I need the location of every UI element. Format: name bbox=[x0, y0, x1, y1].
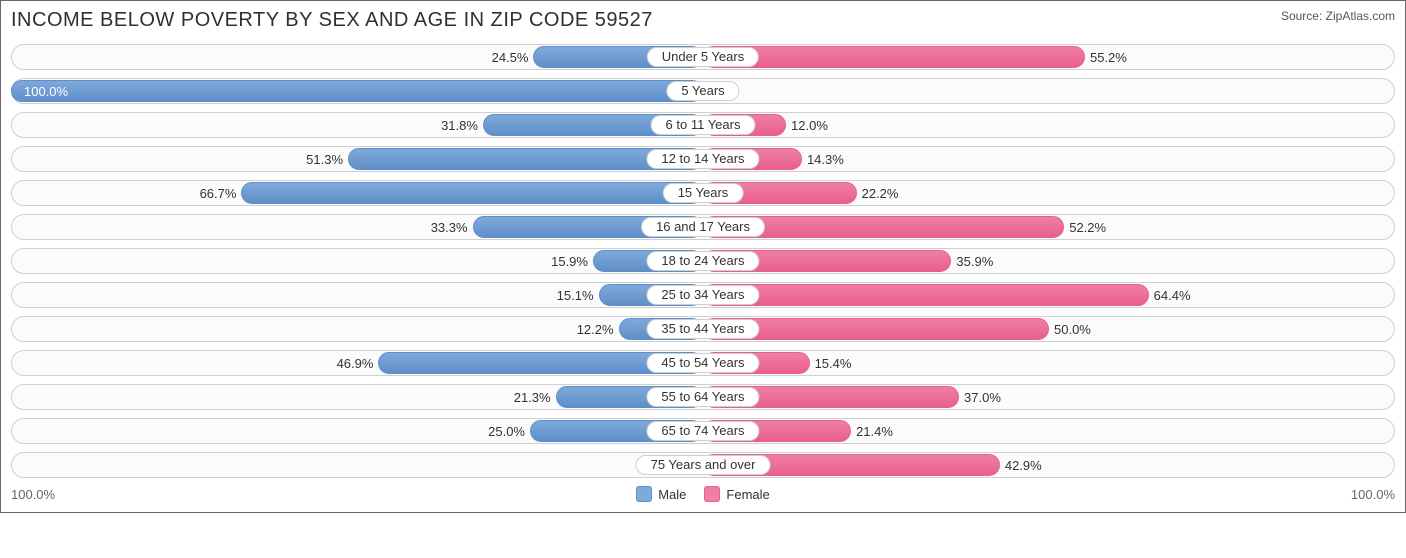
chart-row: 25.0% 21.4% 65 to 74 Years bbox=[11, 418, 1395, 444]
half-male: 66.7% bbox=[11, 180, 703, 206]
pct-female: 14.3% bbox=[801, 152, 850, 167]
pct-male: 25.0% bbox=[482, 424, 531, 439]
legend-item-female: Female bbox=[704, 486, 769, 502]
chart-row: 66.7% 22.2% 15 Years bbox=[11, 180, 1395, 206]
legend-label-male: Male bbox=[658, 487, 686, 502]
pct-female: 35.9% bbox=[950, 254, 999, 269]
category-label: 12 to 14 Years bbox=[646, 149, 759, 169]
chart-row: 100.0% 0.0%5 Years bbox=[11, 78, 1395, 104]
half-female: 0.0% bbox=[703, 78, 1395, 104]
pct-male: 66.7% bbox=[194, 186, 243, 201]
category-label: 25 to 34 Years bbox=[646, 285, 759, 305]
chart-header: INCOME BELOW POVERTY BY SEX AND AGE IN Z… bbox=[11, 9, 1395, 32]
half-female: 50.0% bbox=[703, 316, 1395, 342]
category-label: 16 and 17 Years bbox=[641, 217, 765, 237]
half-male: 12.2% bbox=[11, 316, 703, 342]
pct-female: 55.2% bbox=[1084, 50, 1133, 65]
half-male: 51.3% bbox=[11, 146, 703, 172]
chart-row: 51.3% 14.3% 12 to 14 Years bbox=[11, 146, 1395, 172]
bar-female: 55.2% bbox=[703, 46, 1085, 68]
chart-row: 15.9% 35.9% 18 to 24 Years bbox=[11, 248, 1395, 274]
half-female: 64.4% bbox=[703, 282, 1395, 308]
half-female: 42.9% bbox=[703, 452, 1395, 478]
chart-row: 15.1%64.4%25 to 34 Years bbox=[11, 282, 1395, 308]
pct-female: 12.0% bbox=[785, 118, 834, 133]
half-female: 22.2% bbox=[703, 180, 1395, 206]
bar-male: 66.7% bbox=[241, 182, 703, 204]
pct-female: 64.4% bbox=[1148, 288, 1197, 303]
half-female: 14.3% bbox=[703, 146, 1395, 172]
chart-row: 33.3% 52.2% 16 and 17 Years bbox=[11, 214, 1395, 240]
pct-female: 37.0% bbox=[958, 390, 1007, 405]
pct-male: 15.9% bbox=[545, 254, 594, 269]
half-female: 35.9% bbox=[703, 248, 1395, 274]
half-male: 0.0% bbox=[11, 452, 703, 478]
category-label: 15 Years bbox=[663, 183, 744, 203]
half-male: 100.0% bbox=[11, 78, 703, 104]
category-label: Under 5 Years bbox=[647, 47, 759, 67]
chart-row: 12.2% 50.0% 35 to 44 Years bbox=[11, 316, 1395, 342]
axis-label-left: 100.0% bbox=[11, 487, 55, 502]
chart-title: INCOME BELOW POVERTY BY SEX AND AGE IN Z… bbox=[11, 9, 653, 32]
half-female: 21.4% bbox=[703, 418, 1395, 444]
pct-female: 50.0% bbox=[1048, 322, 1097, 337]
swatch-male bbox=[636, 486, 652, 502]
pct-female: 15.4% bbox=[809, 356, 858, 371]
bar-female: 64.4% bbox=[703, 284, 1149, 306]
half-male: 15.1% bbox=[11, 282, 703, 308]
chart-row: 46.9% 15.4% 45 to 54 Years bbox=[11, 350, 1395, 376]
pct-male: 51.3% bbox=[300, 152, 349, 167]
chart-row: 21.3% 37.0% 55 to 64 Years bbox=[11, 384, 1395, 410]
category-label: 5 Years bbox=[666, 81, 739, 101]
chart-source: Source: ZipAtlas.com bbox=[1281, 9, 1395, 23]
poverty-chart: INCOME BELOW POVERTY BY SEX AND AGE IN Z… bbox=[0, 0, 1406, 513]
half-male: 31.8% bbox=[11, 112, 703, 138]
half-female: 15.4% bbox=[703, 350, 1395, 376]
chart-row: 0.0% 42.9% 75 Years and over bbox=[11, 452, 1395, 478]
legend-label-female: Female bbox=[726, 487, 769, 502]
category-label: 6 to 11 Years bbox=[651, 115, 756, 135]
category-label: 45 to 54 Years bbox=[646, 353, 759, 373]
half-male: 33.3% bbox=[11, 214, 703, 240]
axis-label-right: 100.0% bbox=[1351, 487, 1395, 502]
chart-row: 31.8% 12.0% 6 to 11 Years bbox=[11, 112, 1395, 138]
legend-item-male: Male bbox=[636, 486, 686, 502]
half-male: 24.5% bbox=[11, 44, 703, 70]
chart-footer: 100.0% Male Female 100.0% bbox=[11, 486, 1395, 502]
category-label: 18 to 24 Years bbox=[646, 251, 759, 271]
category-label: 65 to 74 Years bbox=[646, 421, 759, 441]
category-label: 55 to 64 Years bbox=[646, 387, 759, 407]
half-female: 52.2% bbox=[703, 214, 1395, 240]
pct-female: 21.4% bbox=[850, 424, 899, 439]
half-female: 12.0% bbox=[703, 112, 1395, 138]
pct-female: 22.2% bbox=[856, 186, 905, 201]
pct-female: 52.2% bbox=[1063, 220, 1112, 235]
swatch-female bbox=[704, 486, 720, 502]
pct-male: 100.0% bbox=[18, 84, 74, 99]
pct-male: 24.5% bbox=[486, 50, 535, 65]
half-male: 46.9% bbox=[11, 350, 703, 376]
half-female: 37.0% bbox=[703, 384, 1395, 410]
chart-row: 24.5%55.2%Under 5 Years bbox=[11, 44, 1395, 70]
category-label: 35 to 44 Years bbox=[646, 319, 759, 339]
category-label: 75 Years and over bbox=[636, 455, 771, 475]
half-female: 55.2% bbox=[703, 44, 1395, 70]
pct-male: 21.3% bbox=[508, 390, 557, 405]
chart-rows: 24.5%55.2%Under 5 Years100.0%0.0%5 Years… bbox=[11, 44, 1395, 478]
pct-male: 15.1% bbox=[551, 288, 600, 303]
pct-male: 31.8% bbox=[435, 118, 484, 133]
half-male: 15.9% bbox=[11, 248, 703, 274]
half-male: 25.0% bbox=[11, 418, 703, 444]
pct-female: 42.9% bbox=[999, 458, 1048, 473]
pct-male: 12.2% bbox=[571, 322, 620, 337]
legend: Male Female bbox=[55, 486, 1351, 502]
pct-male: 46.9% bbox=[331, 356, 380, 371]
pct-male: 33.3% bbox=[425, 220, 474, 235]
bar-male: 100.0% bbox=[11, 80, 703, 102]
half-male: 21.3% bbox=[11, 384, 703, 410]
